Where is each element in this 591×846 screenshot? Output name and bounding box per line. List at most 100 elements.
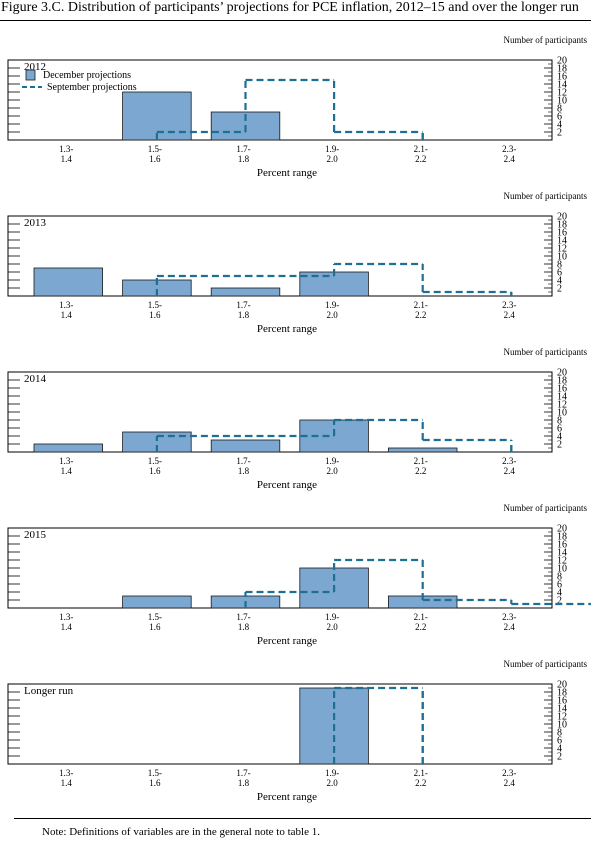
x-tick-label: 1.8: [238, 154, 250, 164]
x-axis-label: Percent range: [257, 791, 317, 803]
y-tick-label: 14: [557, 80, 567, 91]
y-axis-label: Number of participants: [504, 659, 588, 669]
x-tick-label: 2.0: [326, 466, 338, 476]
y-axis-label: Number of participants: [504, 191, 588, 201]
y-tick-label: 4: [557, 432, 562, 443]
y-tick-label: 8: [557, 572, 562, 583]
x-tick-label: 1.4: [61, 622, 73, 632]
y-tick-label: 4: [557, 120, 562, 131]
x-tick-label: 2.3-: [502, 300, 516, 310]
x-tick-label: 2.1-: [414, 612, 428, 622]
x-tick-label: 2.4: [504, 466, 516, 476]
x-tick-label: 2.0: [326, 154, 338, 164]
x-tick-label: 2.4: [504, 154, 516, 164]
y-tick-label: 14: [557, 236, 567, 247]
y-tick-label: 12: [557, 712, 567, 723]
legend-label: September projections: [47, 82, 137, 93]
y-tick-label: 16: [557, 228, 567, 239]
x-tick-label: 1.4: [61, 310, 73, 320]
y-tick-label: 6: [557, 268, 562, 279]
panel-title: 2013: [24, 217, 47, 229]
y-tick-label: 14: [557, 392, 567, 403]
y-tick-label: 8: [557, 728, 562, 739]
y-tick-label: 6: [557, 112, 562, 123]
y-tick-label: 2: [557, 284, 562, 295]
figure-note: Note: Definitions of variables are in th…: [42, 826, 320, 838]
panel-title: 2014: [24, 373, 47, 385]
december-bar: [210, 439, 281, 453]
x-tick-label: 1.3-: [59, 456, 73, 466]
x-tick-label: 1.3-: [59, 300, 73, 310]
y-tick-label: 18: [557, 532, 567, 543]
y-tick-label: 8: [557, 104, 562, 115]
x-tick-label: 1.6: [149, 622, 161, 632]
december-bar: [122, 595, 192, 609]
y-tick-label: 10: [557, 96, 567, 107]
y-tick-label: 6: [557, 580, 562, 591]
y-axis-label: Number of participants: [504, 347, 588, 357]
y-tick-label: 10: [557, 252, 567, 263]
y-axis-label: Number of participants: [504, 35, 588, 45]
x-tick-label: 1.9-: [325, 456, 339, 466]
y-tick-label: 18: [557, 64, 567, 75]
y-tick-label: 2: [557, 752, 562, 763]
x-tick-label: 1.5-: [148, 768, 162, 778]
x-axis-label: Percent range: [257, 479, 317, 491]
x-tick-label: 1.8: [238, 466, 250, 476]
x-tick-label: 1.8: [238, 778, 250, 788]
x-tick-label: 1.9-: [325, 768, 339, 778]
y-tick-label: 4: [557, 744, 562, 755]
legend-swatch-bar: [25, 69, 36, 81]
y-tick-label: 14: [557, 704, 567, 715]
legend-label: December projections: [43, 70, 131, 81]
x-tick-label: 1.5-: [148, 456, 162, 466]
y-tick-label: 14: [557, 548, 567, 559]
figure-title: Figure 3.C. Distribution of participants…: [1, 0, 579, 15]
x-tick-label: 1.6: [149, 778, 161, 788]
y-tick-label: 16: [557, 384, 567, 395]
x-tick-label: 1.5-: [148, 612, 162, 622]
y-tick-label: 8: [557, 260, 562, 271]
x-tick-label: 1.3-: [59, 768, 73, 778]
y-tick-label: 8: [557, 416, 562, 427]
panel-title: Longer run: [24, 685, 74, 697]
y-tick-label: 20: [557, 368, 567, 379]
x-tick-label: 1.8: [238, 622, 250, 632]
x-tick-label: 2.3-: [502, 768, 516, 778]
x-tick-label: 2.2: [415, 310, 426, 320]
y-tick-label: 2: [557, 128, 562, 139]
x-axis-label: Percent range: [257, 635, 317, 647]
x-tick-label: 2.2: [415, 154, 426, 164]
y-tick-label: 4: [557, 588, 562, 599]
y-tick-label: 18: [557, 376, 567, 387]
x-tick-label: 2.2: [415, 622, 426, 632]
x-tick-label: 1.6: [149, 310, 161, 320]
title-rule: [0, 20, 591, 21]
y-tick-label: 12: [557, 400, 567, 411]
x-tick-label: 1.4: [61, 778, 73, 788]
y-tick-label: 20: [557, 56, 567, 67]
y-tick-label: 20: [557, 680, 567, 691]
x-tick-label: 2.1-: [414, 300, 428, 310]
y-tick-label: 12: [557, 244, 567, 255]
x-tick-label: 1.5-: [148, 144, 162, 154]
x-tick-label: 1.5-: [148, 300, 162, 310]
y-tick-label: 10: [557, 408, 567, 419]
x-tick-label: 2.0: [326, 310, 338, 320]
y-tick-label: 10: [557, 720, 567, 731]
x-tick-label: 2.0: [326, 622, 338, 632]
y-tick-label: 6: [557, 424, 562, 435]
x-tick-label: 1.6: [149, 466, 161, 476]
panel-title: 2015: [24, 529, 47, 541]
x-tick-label: 2.1-: [414, 768, 428, 778]
x-tick-label: 1.9-: [325, 300, 339, 310]
x-tick-label: 1.7-: [236, 612, 250, 622]
y-tick-label: 20: [557, 524, 567, 535]
x-axis-label: Percent range: [257, 323, 317, 335]
x-tick-label: 2.4: [504, 778, 516, 788]
x-tick-label: 1.4: [61, 154, 73, 164]
x-tick-label: 1.7-: [236, 300, 250, 310]
